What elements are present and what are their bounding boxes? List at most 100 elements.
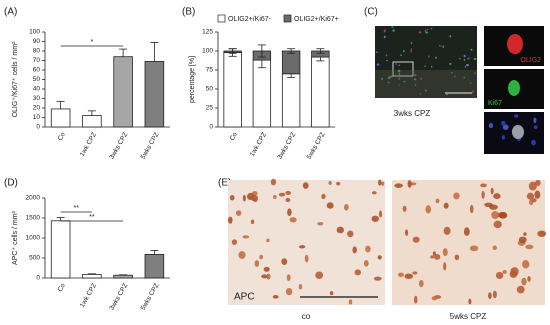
cell — [285, 287, 293, 296]
cell — [387, 81, 390, 84]
cell — [443, 262, 447, 271]
cell — [397, 69, 401, 73]
y-tick-label: 70 — [33, 57, 41, 64]
cell — [431, 296, 438, 301]
cell — [469, 245, 479, 252]
cell — [516, 285, 525, 294]
y-tick-label: 25 — [206, 105, 214, 112]
cell — [490, 187, 494, 195]
x-tick-label: 5wks CPZ — [140, 131, 161, 160]
legend-swatch — [283, 14, 292, 23]
bar — [113, 274, 133, 279]
cell — [430, 65, 433, 68]
cell — [420, 77, 423, 81]
cell — [385, 59, 388, 62]
panel-label: (A) — [4, 7, 17, 18]
cell — [454, 75, 456, 78]
cell — [522, 260, 530, 269]
x-tick-label: 5wks CPZ — [140, 282, 161, 311]
y-tick-label: 0 — [36, 124, 40, 131]
cell — [493, 193, 501, 200]
cell — [400, 54, 403, 57]
cell — [521, 277, 527, 286]
cell — [392, 29, 395, 32]
bar — [113, 56, 133, 128]
y-tick-label: 60 — [33, 67, 41, 74]
cell — [270, 178, 277, 186]
y-tick-label: 50 — [206, 86, 214, 93]
y-tick-label: 0 — [36, 275, 40, 282]
cell — [453, 192, 460, 200]
cell — [432, 251, 436, 256]
x-tick-label: Co — [229, 131, 239, 142]
cell — [501, 120, 506, 126]
cell — [531, 139, 536, 146]
y-tick-label: 100 — [29, 29, 40, 36]
cell — [471, 90, 475, 94]
cell — [442, 248, 448, 257]
cell — [424, 89, 428, 92]
image-caption: 3wks CPZ — [394, 109, 431, 118]
cell — [537, 230, 547, 237]
cell — [451, 71, 453, 74]
cell — [434, 253, 441, 260]
cell — [493, 220, 502, 229]
x-tick-label: 5wks CPZ — [306, 131, 327, 160]
cell — [363, 259, 369, 267]
cell — [449, 62, 452, 65]
cell — [458, 57, 461, 60]
cell — [266, 273, 271, 280]
cell — [495, 271, 504, 279]
cell — [410, 50, 412, 53]
cell — [398, 77, 401, 81]
cell — [235, 210, 242, 216]
cell — [373, 276, 382, 281]
cell — [343, 204, 349, 211]
cell — [285, 190, 291, 196]
cell — [404, 273, 414, 279]
cell — [426, 28, 429, 31]
cell — [381, 77, 384, 80]
image-label: APC — [234, 292, 255, 303]
bar — [82, 273, 102, 279]
cell — [250, 194, 259, 202]
cell — [464, 66, 467, 68]
cell — [383, 30, 386, 33]
cell — [376, 63, 380, 66]
cell — [430, 255, 435, 259]
cell — [328, 180, 332, 185]
cell — [497, 212, 507, 219]
significance-label: ** — [89, 214, 95, 221]
cell — [375, 51, 378, 54]
significance-label: ** — [74, 205, 80, 212]
cell — [383, 35, 386, 39]
cell — [289, 217, 297, 223]
cell — [502, 124, 509, 130]
y-tick-label: 80 — [33, 48, 41, 55]
cell — [424, 29, 427, 32]
cell — [481, 190, 485, 199]
cell — [518, 236, 527, 244]
cell — [474, 71, 476, 75]
cell — [352, 246, 357, 254]
cell — [534, 190, 541, 199]
cell — [266, 238, 270, 243]
y-tick-label: 75 — [206, 67, 214, 74]
cell — [469, 82, 472, 84]
legend-label: OLIG2+/Ki67+ — [294, 16, 339, 23]
cell — [473, 57, 477, 61]
cell — [302, 182, 309, 189]
panel-label: (E) — [218, 178, 231, 189]
cell — [285, 197, 291, 203]
cell — [424, 65, 426, 68]
cell — [425, 205, 432, 214]
cell — [488, 292, 492, 300]
image-caption: co — [302, 312, 311, 321]
cell — [281, 258, 288, 266]
cell — [261, 274, 268, 279]
bar — [144, 61, 165, 128]
y-tick-label: 30 — [33, 95, 41, 102]
cell — [526, 192, 535, 200]
y-tick-label: 40 — [33, 86, 41, 93]
cell — [250, 219, 255, 225]
